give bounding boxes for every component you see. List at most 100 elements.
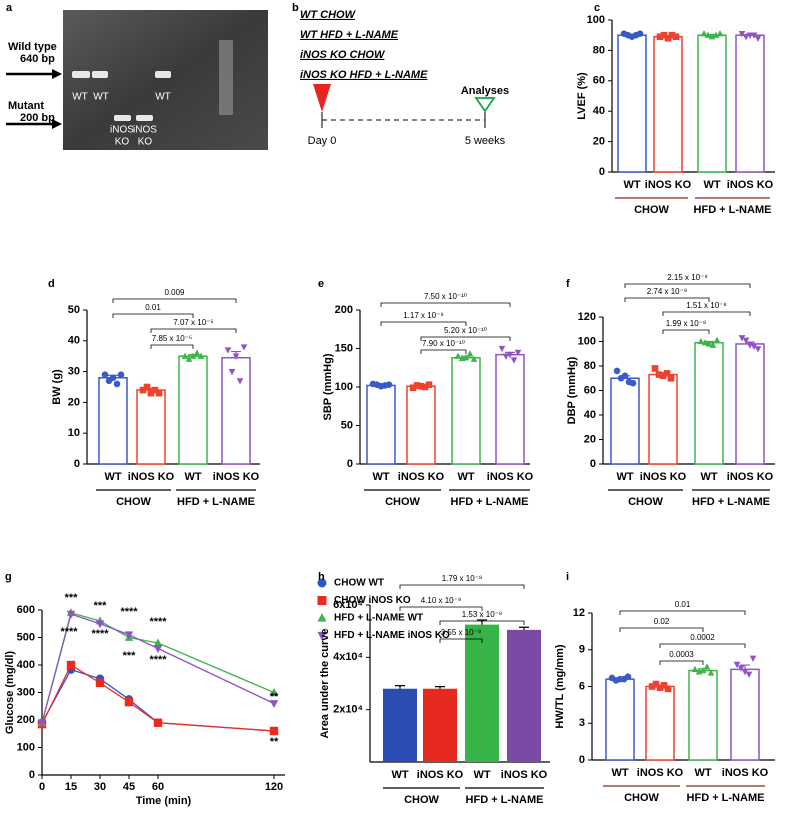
- significance-annotation: **: [270, 691, 279, 703]
- data-point: [155, 389, 163, 397]
- x-tick-label: WT: [104, 471, 121, 483]
- significance-bracket: [619, 610, 746, 615]
- gel-image: [63, 10, 268, 150]
- data-point: [700, 30, 708, 37]
- y-tick-label: 20: [584, 433, 596, 445]
- significance-annotation: ****: [120, 606, 138, 618]
- arrow-label: 200 bp: [20, 112, 55, 124]
- data-point: [621, 372, 629, 380]
- y-tick-label: 80: [593, 44, 605, 56]
- bar: [136, 389, 166, 465]
- data-point: [224, 347, 232, 354]
- data-point: [193, 349, 201, 356]
- data-point: [417, 382, 425, 390]
- significance-label: 0.01: [675, 600, 691, 609]
- data-point: [741, 669, 749, 676]
- x-tick-label: WT: [391, 769, 408, 781]
- significance-bracket: [399, 584, 525, 589]
- error-bar: [395, 684, 405, 689]
- data-point: [124, 697, 134, 707]
- data-point: [421, 383, 429, 391]
- y-tick-label: 6: [579, 680, 585, 692]
- data-point: [754, 35, 762, 42]
- significance-bracket: [420, 336, 511, 341]
- x-tick-label: WT: [616, 471, 633, 483]
- data-point: [651, 365, 659, 372]
- significance-label: 1.79 x 10⁻⁸: [442, 574, 483, 583]
- significance-bracket: [112, 313, 194, 318]
- y-axis-label: DBP (mmHg): [566, 356, 578, 424]
- gel-bands: [72, 40, 233, 121]
- data-point: [705, 340, 713, 347]
- data-point: [189, 352, 197, 359]
- data-point: [750, 32, 758, 39]
- data-point: [510, 357, 518, 364]
- bar: [688, 669, 718, 761]
- y-tick-label: 0: [74, 458, 80, 470]
- significance-label: 0.0002: [690, 633, 715, 642]
- lane-label: KO: [115, 137, 130, 148]
- panel-label: d: [48, 278, 55, 290]
- x-tick-label: iNOS KO: [213, 471, 260, 483]
- start-marker: [313, 84, 331, 112]
- y-tick-label: 0: [599, 166, 605, 178]
- data-point: [498, 345, 506, 353]
- data-point: [185, 355, 193, 362]
- error-bar: [519, 626, 529, 630]
- x-tick-label: 0: [39, 781, 45, 793]
- y-tick-label: 300: [17, 686, 35, 698]
- data-point: [745, 671, 753, 678]
- significance-bracket: [624, 297, 710, 302]
- y-tick-label: 100: [587, 14, 605, 26]
- y-tick-label: 20: [593, 136, 605, 148]
- y-tick-label: 0: [347, 458, 353, 470]
- data-point: [117, 371, 125, 378]
- significance-bracket: [380, 302, 511, 307]
- significance-label: 7.90 x 10⁻¹⁰: [422, 339, 465, 348]
- data-point: [660, 681, 668, 689]
- legend-marker: [317, 631, 327, 641]
- x-tick-label: iNOS KO: [501, 769, 548, 781]
- y-tick-label: 9: [579, 644, 585, 656]
- data-point: [701, 339, 709, 346]
- x-tick-label: iNOS KO: [727, 471, 774, 483]
- significance-bracket: [420, 349, 467, 354]
- y-tick-label: 4x10⁴: [333, 651, 363, 663]
- significance-label: 0.009: [164, 288, 185, 297]
- significance-bracket: [619, 627, 704, 632]
- significance-annotation: ****: [91, 628, 109, 640]
- y-tick-label: 60: [593, 75, 605, 87]
- bar: [451, 356, 481, 465]
- significance-label: 1.99 x 10⁻⁸: [666, 319, 707, 328]
- data-point: [197, 352, 205, 359]
- y-tick-label: 40: [68, 335, 80, 347]
- x-tick-label: iNOS KO: [727, 179, 774, 191]
- significance-bracket: [659, 660, 704, 665]
- significance-bracket: [150, 328, 237, 333]
- data-point: [713, 336, 721, 343]
- legend-marker: [317, 596, 327, 605]
- bar: [694, 341, 724, 465]
- data-point: [425, 381, 433, 388]
- bar: [617, 34, 647, 173]
- significance-label: 7.50 x 10⁻¹⁰: [424, 292, 467, 301]
- panel-label: b: [292, 2, 299, 14]
- timepoint-label: 5 weeks: [465, 135, 506, 147]
- bar: [495, 353, 525, 465]
- significance-bracket: [624, 283, 751, 288]
- data-point: [236, 378, 244, 385]
- data-point: [228, 368, 236, 376]
- legend-label: CHOW iNOS KO: [334, 595, 411, 606]
- panel-label: f: [566, 278, 570, 290]
- data-point: [502, 353, 510, 360]
- legend-label: HFD + L-NAME WT: [334, 613, 423, 624]
- data-point: [656, 33, 664, 41]
- group-label: iNOS KO HFD + L-NAME: [300, 69, 428, 81]
- data-point: [659, 372, 667, 380]
- group-label: CHOW: [628, 496, 663, 508]
- x-tick-label: WT: [694, 767, 711, 779]
- error-bar: [740, 664, 750, 670]
- significance-label: 3.55 x 10⁻⁹: [441, 628, 482, 637]
- y-axis-label: Glucose (mg/dl): [4, 651, 16, 734]
- data-point: [691, 665, 699, 672]
